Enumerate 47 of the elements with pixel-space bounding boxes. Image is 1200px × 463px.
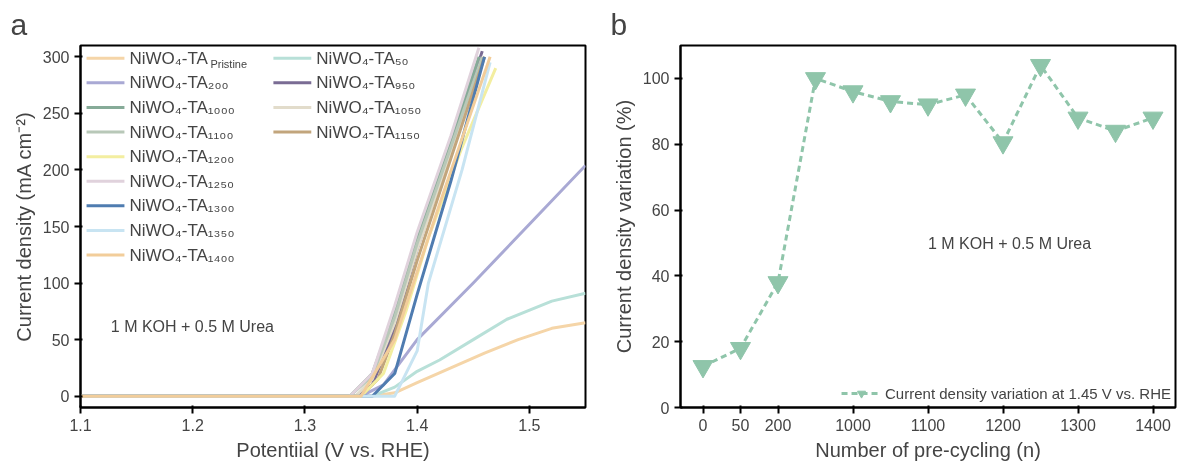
y-tick-label: 100 [42,275,70,293]
y-tick-label: 60 [651,202,670,220]
legend-label: NiWO₄-TA₁₀₀₀ [129,97,235,117]
y-tick-label: 200 [42,161,70,179]
x-tick-label: 0 [698,416,708,434]
y-tick-label: 20 [651,333,670,351]
legend-label: NiWO₄-TA₁₂₀₀ [129,147,235,167]
x-tick-label: 1.5 [518,416,541,434]
y-tick-label: 250 [42,105,70,123]
legend-label: NiWO₄-TA₁₄₀₀ [129,245,235,265]
legend-label: NiWO₄-TA₁₁₀₀ [129,122,234,142]
y-axis-title: Current density variation (%) [612,99,635,354]
y-tick-label: 300 [42,48,70,66]
x-tick-label: 1.3 [293,416,317,434]
x-tick-label: 200 [764,416,792,434]
legend-label: NiWO₄-TA₁₁₅₀ [316,122,421,142]
legend-label: NiWO₄-TA₁₃₅₀ [129,220,235,240]
x-tick-label: 1.1 [69,416,92,434]
legend-label: NiWO₄-TA₁₃₀₀ [129,196,235,216]
chart-title: a [10,7,28,41]
x-tick-label: 1.2 [181,416,204,434]
x-tick-label: 1100 [910,416,946,434]
legend-label: NiWO₄-TA₉₅₀ [316,73,416,93]
y-tick-label: 80 [651,136,670,154]
x-axis-title: Number of pre-cycling (n) [815,438,1041,461]
x-tick-label: 1.4 [406,416,429,434]
legend-label: NiWO₄-TA₂₀₀ [129,73,229,93]
y-tick-label: 150 [42,218,70,236]
x-axis-title: Potentiial (V vs. RHE) [236,438,430,461]
y-tick-label: 0 [660,399,670,417]
y-tick-label: 100 [642,70,670,88]
legend-label: NiWO₄-TA₁₂₅₀ [129,171,235,191]
y-tick-label: 0 [60,388,70,406]
x-tick-label: 1300 [1060,416,1096,434]
x-tick-label: 1200 [985,416,1021,434]
legend-label: Current density variation at 1.45 V vs. RHE [885,384,1171,402]
y-tick-label: 50 [51,331,70,349]
legend-label: NiWO₄-TA₅₀ [316,48,409,68]
chart-title: b [610,7,628,41]
annotation: 1 M KOH + 0.5 M Urea [928,234,1092,252]
y-tick-label: 40 [651,267,670,285]
x-tick-label: 50 [731,416,750,434]
x-tick-label: 1000 [835,416,871,434]
annotation: 1 M KOH + 0.5 M Urea [110,318,275,336]
x-tick-label: 1400 [1135,416,1171,434]
legend-label: NiWO₄-TA₁₀₅₀ [316,97,422,117]
y-axis-title: Current density (mA cm⁻²) [12,112,35,342]
